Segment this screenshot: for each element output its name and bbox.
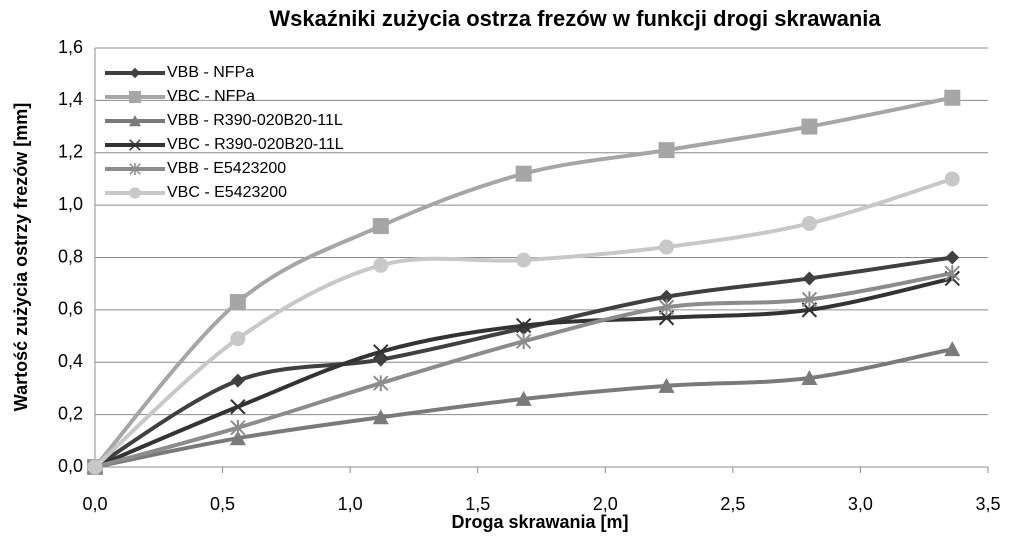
marker xyxy=(229,294,246,311)
marker xyxy=(129,115,141,127)
y-tick-label: 0,0 xyxy=(58,456,83,476)
series-line xyxy=(94,276,953,469)
marker xyxy=(659,239,675,255)
x-tick-label: 0,0 xyxy=(82,494,107,514)
x-tick-label: 3,5 xyxy=(975,494,1000,514)
x-tick-label: 1,0 xyxy=(338,494,363,514)
marker xyxy=(659,289,674,304)
x-tick-label: 2,5 xyxy=(720,494,745,514)
marker xyxy=(230,373,245,388)
marker xyxy=(945,250,960,265)
marker xyxy=(372,218,389,235)
y-tick-label: 1,6 xyxy=(58,37,83,57)
series-line xyxy=(94,347,953,469)
legend-label: VBB - E5423200 xyxy=(167,160,286,177)
marker xyxy=(129,91,141,103)
marker xyxy=(129,187,141,199)
marker xyxy=(944,265,960,282)
marker xyxy=(944,89,961,106)
y-tick-label: 0,4 xyxy=(58,351,83,371)
marker xyxy=(372,409,389,425)
y-tick-label: 0,6 xyxy=(58,299,83,319)
marker xyxy=(658,142,675,159)
x-tick-label: 0,5 xyxy=(210,494,235,514)
marker xyxy=(516,252,532,268)
marker xyxy=(129,139,141,151)
y-tick-label: 1,2 xyxy=(58,142,83,162)
x-tick-label: 2,0 xyxy=(593,494,618,514)
legend-label: VBB - NFPa xyxy=(167,64,254,81)
marker xyxy=(230,399,246,415)
marker xyxy=(801,291,818,308)
marker xyxy=(230,331,246,347)
marker xyxy=(129,67,141,79)
marker xyxy=(230,419,246,436)
marker xyxy=(801,215,817,231)
marker xyxy=(373,344,389,360)
marker xyxy=(229,430,246,446)
legend-label: VBB - R390-020B20-11L xyxy=(167,112,343,129)
marker xyxy=(658,377,675,393)
x-axis-title: Droga skrawania [m] xyxy=(451,512,628,532)
marker xyxy=(515,390,532,406)
x-tick-label: 1,5 xyxy=(465,494,490,514)
marker xyxy=(801,118,818,135)
y-tick-label: 1,4 xyxy=(58,89,83,109)
x-tick-label: 3,0 xyxy=(848,494,873,514)
y-tick-label: 0,8 xyxy=(58,246,83,266)
y-tick-label: 1,0 xyxy=(58,194,83,214)
marker xyxy=(944,341,961,357)
marker xyxy=(373,375,389,392)
chart-title: Wskaźniki zużycia ostrza frezów w funkcj… xyxy=(269,6,881,31)
marker xyxy=(129,163,141,175)
legend-label: VBC - R390-020B20-11L xyxy=(167,136,344,153)
marker xyxy=(373,257,389,273)
y-axis-title: Wartość zużycia ostrzy frezów [mm] xyxy=(11,103,31,411)
marker xyxy=(87,459,103,475)
y-tick-label: 0,2 xyxy=(58,403,83,423)
legend-label: VBC - E5423200 xyxy=(167,184,287,201)
marker xyxy=(515,333,532,350)
marker xyxy=(658,299,675,316)
marker xyxy=(802,271,817,286)
marker xyxy=(944,171,960,187)
series-line xyxy=(94,271,953,469)
marker xyxy=(515,165,532,182)
legend-label: VBC - NFPa xyxy=(167,88,255,105)
marker xyxy=(801,369,818,385)
marker xyxy=(515,317,532,334)
